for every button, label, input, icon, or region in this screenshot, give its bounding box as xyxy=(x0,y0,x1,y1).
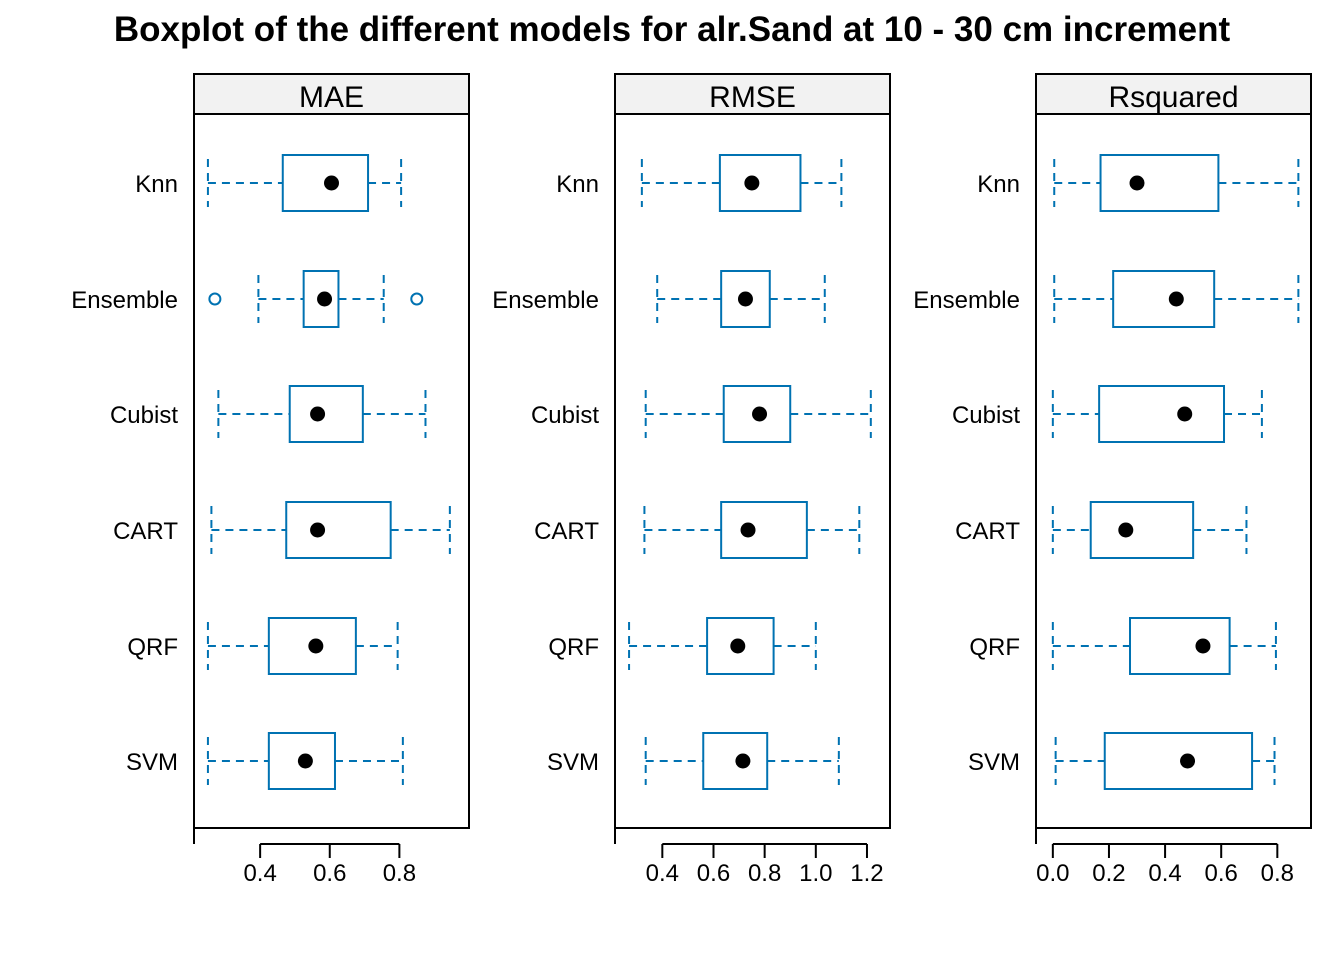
median-dot xyxy=(1177,406,1193,422)
category-label-rsquared: Ensemble xyxy=(913,287,1020,314)
category-label-mae: SVM xyxy=(126,749,178,776)
x-tick-label-rmse: 1.0 xyxy=(799,860,832,887)
category-label-mae: QRF xyxy=(127,634,178,661)
x-tick-label-mae: 0.6 xyxy=(313,860,346,887)
box-knn xyxy=(281,154,370,212)
x-tick-label-rsquared: 0.8 xyxy=(1261,860,1294,887)
box-cubist xyxy=(1098,385,1226,443)
category-label-rsquared: QRF xyxy=(969,634,1020,661)
box-svm xyxy=(702,732,769,790)
x-tick-label-rmse: 0.6 xyxy=(697,860,730,887)
category-label-mae: Ensemble xyxy=(71,287,178,314)
x-tick-label-rsquared: 0.4 xyxy=(1148,860,1181,887)
chart-title: Boxplot of the different models for alr.… xyxy=(113,10,1231,49)
category-label-rmse: QRF xyxy=(548,634,599,661)
category-label-rsquared: CART xyxy=(955,518,1020,545)
box-cubist xyxy=(722,385,792,443)
category-label-mae: CART xyxy=(113,518,178,545)
strip-mae xyxy=(193,73,470,115)
box-ensemble xyxy=(720,270,771,328)
box-cubist xyxy=(288,385,364,443)
median-dot xyxy=(737,291,753,307)
median-dot xyxy=(1195,638,1211,654)
median-dot xyxy=(310,406,326,422)
box-knn xyxy=(1099,154,1220,212)
outlier-point xyxy=(208,292,222,306)
median-dot xyxy=(1118,522,1134,538)
category-label-rmse: Ensemble xyxy=(492,287,599,314)
box-cart xyxy=(1089,501,1195,559)
strip-label-mae: MAE xyxy=(299,81,364,114)
category-label-rsquared: SVM xyxy=(968,749,1020,776)
strip-rsquared xyxy=(1035,73,1312,115)
category-label-rmse: CART xyxy=(534,518,599,545)
median-dot xyxy=(752,406,768,422)
box-ensemble xyxy=(302,270,340,328)
box-cart xyxy=(285,501,392,559)
median-dot xyxy=(730,638,746,654)
median-dot xyxy=(1168,291,1184,307)
median-dot xyxy=(297,753,313,769)
x-tick-label-rmse: 0.4 xyxy=(646,860,679,887)
box-qrf xyxy=(267,617,357,675)
median-dot xyxy=(1180,753,1196,769)
category-label-rsquared: Knn xyxy=(977,171,1020,198)
outlier-point xyxy=(410,292,424,306)
x-tick-label-mae: 0.8 xyxy=(383,860,416,887)
category-label-mae: Cubist xyxy=(110,402,178,429)
median-dot xyxy=(740,522,756,538)
x-tick-label-rmse: 0.8 xyxy=(748,860,781,887)
box-ensemble xyxy=(1112,270,1216,328)
panel-frame-rmse xyxy=(614,113,891,829)
box-qrf xyxy=(706,617,775,675)
category-label-rmse: SVM xyxy=(547,749,599,776)
median-dot xyxy=(310,522,326,538)
box-cart xyxy=(720,501,808,559)
box-qrf xyxy=(1129,617,1231,675)
median-dot xyxy=(744,175,760,191)
strip-label-rsquared: Rsquared xyxy=(1108,81,1238,114)
x-tick-label-rmse: 1.2 xyxy=(850,860,883,887)
median-dot xyxy=(324,175,339,191)
x-tick-label-rsquared: 0.2 xyxy=(1092,860,1125,887)
median-dot xyxy=(308,638,324,654)
box-svm xyxy=(267,732,336,790)
category-label-rmse: Cubist xyxy=(531,402,599,429)
strip-rmse xyxy=(614,73,891,115)
box-knn xyxy=(718,154,802,212)
x-tick-label-mae: 0.4 xyxy=(243,860,276,887)
box-svm xyxy=(1103,732,1254,790)
median-dot xyxy=(1129,175,1145,191)
category-label-rsquared: Cubist xyxy=(952,402,1020,429)
x-tick-label-rsquared: 0.0 xyxy=(1036,860,1069,887)
panel-frame-rsquared xyxy=(1035,113,1312,829)
median-dot xyxy=(317,291,333,307)
strip-label-rmse: RMSE xyxy=(709,81,796,114)
panel-frame-mae xyxy=(193,113,470,829)
category-label-rmse: Knn xyxy=(556,171,599,198)
median-dot xyxy=(735,753,751,769)
category-label-mae: Knn xyxy=(135,171,178,198)
x-tick-label-rsquared: 0.6 xyxy=(1205,860,1238,887)
